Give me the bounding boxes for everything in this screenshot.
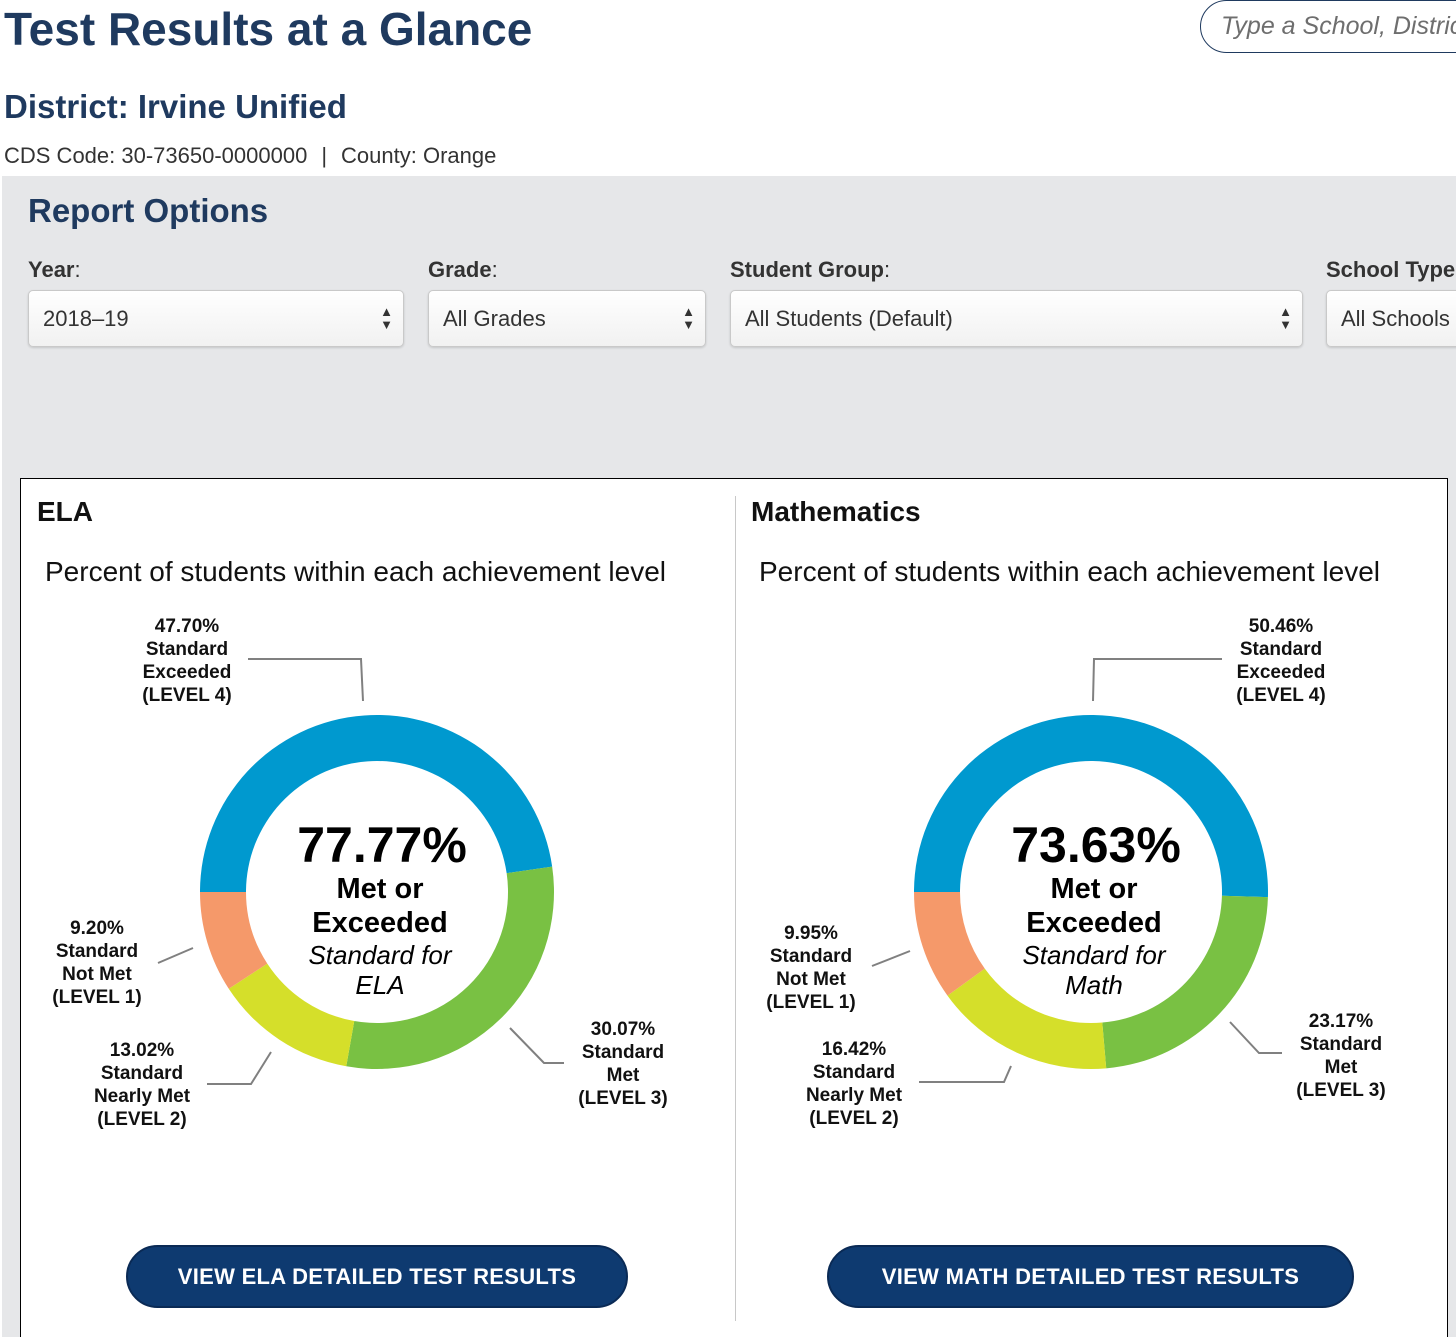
ela-label-level3: 30.07% Standard Met (LEVEL 3) — [578, 1019, 667, 1109]
ela-leader-line-level3 — [509, 1027, 564, 1064]
school-type-select[interactable]: All Schools — [1326, 290, 1456, 347]
select-arrows-icon: ▲ ▼ — [380, 304, 393, 332]
ela-label-level1: 9.20% Standard Not Met (LEVEL 1) — [52, 918, 141, 1008]
math-label-level2: 16.42% Standard Nearly Met (LEVEL 2) — [806, 1039, 903, 1129]
school-type-select-value: All Schools — [1341, 306, 1450, 331]
student-group-select[interactable]: All Students (Default) ▲ ▼ — [730, 290, 1303, 347]
ela-center-value: 77.77% — [297, 817, 467, 873]
student-group-label: Student Group: — [730, 257, 891, 282]
math-slice-level3 — [1102, 895, 1268, 1069]
math-slice-level1 — [914, 892, 985, 996]
ela-leader-line-level4 — [248, 658, 364, 702]
math-leader-line-level4 — [1092, 658, 1222, 702]
ela-label-level2: 13.02% Standard Nearly Met (LEVEL 2) — [94, 1040, 191, 1130]
view-math-results-button[interactable]: VIEW MATH DETAILED TEST RESULTS — [827, 1245, 1354, 1308]
district-meta: CDS Code: 30-73650-0000000 | County: Orang… — [4, 143, 496, 169]
math-title: Mathematics — [751, 496, 921, 527]
ela-center-line2: Exceeded — [312, 907, 447, 939]
grade-select[interactable]: All Grades ▲ ▼ — [428, 290, 706, 347]
math-center-line3: Standard for — [1022, 940, 1166, 970]
ela-slice-level4 — [200, 715, 553, 892]
ela-leader-line-level2 — [207, 1051, 272, 1085]
ela-leader-line-level1 — [157, 947, 194, 964]
select-arrows-icon: ▲ ▼ — [682, 304, 695, 332]
math-label-level1: 9.95% Standard Not Met (LEVEL 1) — [766, 923, 855, 1013]
math-center-value: 73.63% — [1011, 817, 1181, 873]
school-type-label: School Type: — [1326, 257, 1456, 282]
district-title: District: Irvine Unified — [4, 88, 347, 125]
ela-slice-level2 — [228, 963, 355, 1067]
math-label-level4: 50.46% Standard Exceeded (LEVEL 4) — [1236, 616, 1325, 706]
ela-label-level4: 47.70% Standard Exceeded (LEVEL 4) — [142, 616, 231, 706]
math-leader-line-level2 — [919, 1065, 1012, 1083]
ela-slice-level3 — [346, 866, 554, 1069]
ela-center-line4: ELA — [355, 970, 404, 1000]
math-subtitle: Percent of students within each achievem… — [759, 556, 1381, 587]
math-center-line1: Met or — [1051, 873, 1138, 905]
ela-subtitle: Percent of students within each achievem… — [45, 556, 667, 587]
ela-title: ELA — [37, 496, 93, 527]
meta-separator: | — [321, 143, 328, 168]
year-label: Year: — [28, 257, 81, 282]
report-options-title: Report Options — [28, 192, 269, 229]
ela-center-line3: Standard for — [308, 940, 452, 970]
math-label-level3: 23.17% Standard Met (LEVEL 3) — [1296, 1011, 1385, 1101]
page-title: Test Results at a Glance — [4, 3, 533, 55]
search-input[interactable] — [1200, 0, 1456, 53]
year-select-value: 2018–19 — [43, 306, 129, 331]
student-group-select-value: All Students (Default) — [745, 306, 953, 331]
math-center-line4: Math — [1065, 970, 1123, 1000]
math-center-line2: Exceeded — [1026, 907, 1161, 939]
math-leader-line-level3 — [1229, 1021, 1282, 1054]
county: County: Orange — [341, 143, 497, 168]
math-leader-line-level1 — [871, 950, 911, 967]
view-ela-results-button[interactable]: VIEW ELA DETAILED TEST RESULTS — [126, 1245, 628, 1308]
math-slice-level2 — [947, 968, 1107, 1069]
grade-select-value: All Grades — [443, 306, 546, 331]
cds-code: CDS Code: 30-73650-0000000 — [4, 143, 308, 168]
ela-slice-level1 — [200, 892, 268, 989]
year-select[interactable]: 2018–19 ▲ ▼ — [28, 290, 404, 347]
panel-divider — [735, 496, 736, 1321]
ela-center-line1: Met or — [337, 873, 424, 905]
results-box — [20, 478, 1448, 1337]
select-arrows-icon: ▲ ▼ — [1279, 304, 1292, 332]
math-slice-level4 — [914, 715, 1268, 898]
grade-label: Grade: — [428, 257, 498, 282]
